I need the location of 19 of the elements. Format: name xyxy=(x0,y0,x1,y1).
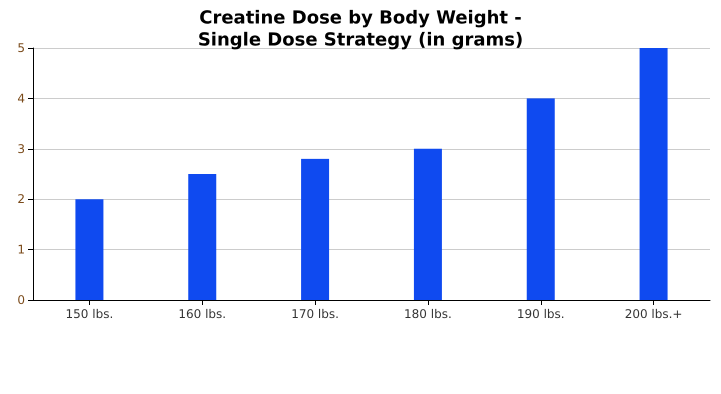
bar xyxy=(414,148,442,300)
x-tick-label: 150 lbs. xyxy=(66,307,114,321)
bar xyxy=(526,98,555,300)
x-tick-label: 170 lbs. xyxy=(291,307,339,321)
bar xyxy=(188,174,216,300)
y-tick-label: 0 xyxy=(17,293,25,307)
x-tick-label: 200 lbs.+ xyxy=(624,307,682,321)
x-tick-label: 160 lbs. xyxy=(178,307,226,321)
y-tick-label: 1 xyxy=(17,242,25,257)
x-tick-label: 180 lbs. xyxy=(404,307,452,321)
y-tick-label: 4 xyxy=(17,91,25,106)
y-tick-label: 5 xyxy=(17,41,25,55)
y-tick-label: 2 xyxy=(17,192,25,206)
bar xyxy=(301,158,330,300)
bar xyxy=(640,48,668,300)
y-tick-label: 3 xyxy=(17,142,25,156)
x-tick-label: 190 lbs. xyxy=(516,307,565,321)
chart-title: Creatine Dose by Body Weight - Single Dose Strategy (in grams) xyxy=(198,8,524,50)
bar xyxy=(75,199,104,300)
